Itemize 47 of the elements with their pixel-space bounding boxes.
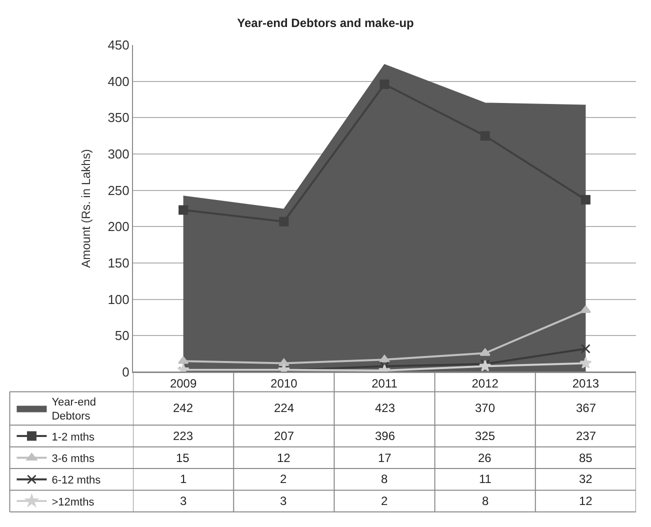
legend-label: >12mths bbox=[52, 496, 95, 508]
x-tick-label: 2011 bbox=[372, 376, 398, 390]
y-tick-label: 300 bbox=[108, 146, 130, 162]
y-tick-label: 0 bbox=[122, 364, 130, 380]
data-label: 17 bbox=[378, 451, 392, 465]
data-label: 223 bbox=[173, 429, 194, 443]
y-axis-title: Amount (Rs. in Lakhs) bbox=[78, 149, 93, 268]
data-label: 8 bbox=[482, 494, 489, 508]
x-tick-label: 2009 bbox=[170, 376, 197, 390]
data-label: 2 bbox=[280, 472, 287, 486]
data-label: 26 bbox=[478, 451, 492, 465]
data-label: 224 bbox=[274, 401, 294, 415]
y-tick-label: 400 bbox=[108, 74, 130, 89]
y-tick-label: 250 bbox=[108, 182, 130, 198]
data-label: 207 bbox=[274, 429, 294, 443]
y-tick-label: 450 bbox=[108, 38, 130, 53]
data-label: 11 bbox=[479, 472, 492, 486]
legend-label: 6-12 mths bbox=[52, 474, 102, 487]
data-label: 3 bbox=[180, 494, 187, 508]
x-tick-label: 2013 bbox=[572, 376, 600, 390]
data-label: 32 bbox=[579, 472, 593, 486]
data-label: 12 bbox=[277, 451, 291, 465]
y-tick-label: 150 bbox=[108, 256, 130, 271]
data-label: 3 bbox=[280, 494, 287, 508]
data-label: 423 bbox=[375, 401, 396, 415]
data-label: 12 bbox=[579, 494, 593, 508]
data-label: 242 bbox=[173, 401, 194, 415]
data-label: 370 bbox=[475, 401, 496, 415]
data-label: 237 bbox=[576, 429, 596, 443]
data-label: 8 bbox=[381, 472, 388, 486]
y-tick-label: 50 bbox=[114, 328, 130, 344]
x-tick-label: 2010 bbox=[270, 376, 298, 390]
data-label: 367 bbox=[576, 401, 596, 415]
chart-title: Year-end Debtors and make-up bbox=[237, 16, 414, 30]
y-tick-label: 200 bbox=[108, 219, 130, 234]
x-tick-label: 2012 bbox=[472, 376, 499, 390]
data-label: 325 bbox=[475, 429, 496, 443]
y-tick-label: 100 bbox=[108, 292, 130, 307]
data-label: 396 bbox=[375, 429, 396, 443]
data-label: 2 bbox=[381, 494, 388, 508]
y-tick-label: 350 bbox=[108, 110, 130, 126]
data-label: 1 bbox=[180, 472, 187, 486]
legend-label: Year-end Debtors bbox=[52, 396, 96, 423]
data-label: 15 bbox=[176, 451, 190, 465]
data-label: 85 bbox=[579, 451, 593, 465]
legend-label: 1-2 mths bbox=[52, 431, 96, 444]
legend-label: 3-6 mths bbox=[52, 452, 96, 465]
